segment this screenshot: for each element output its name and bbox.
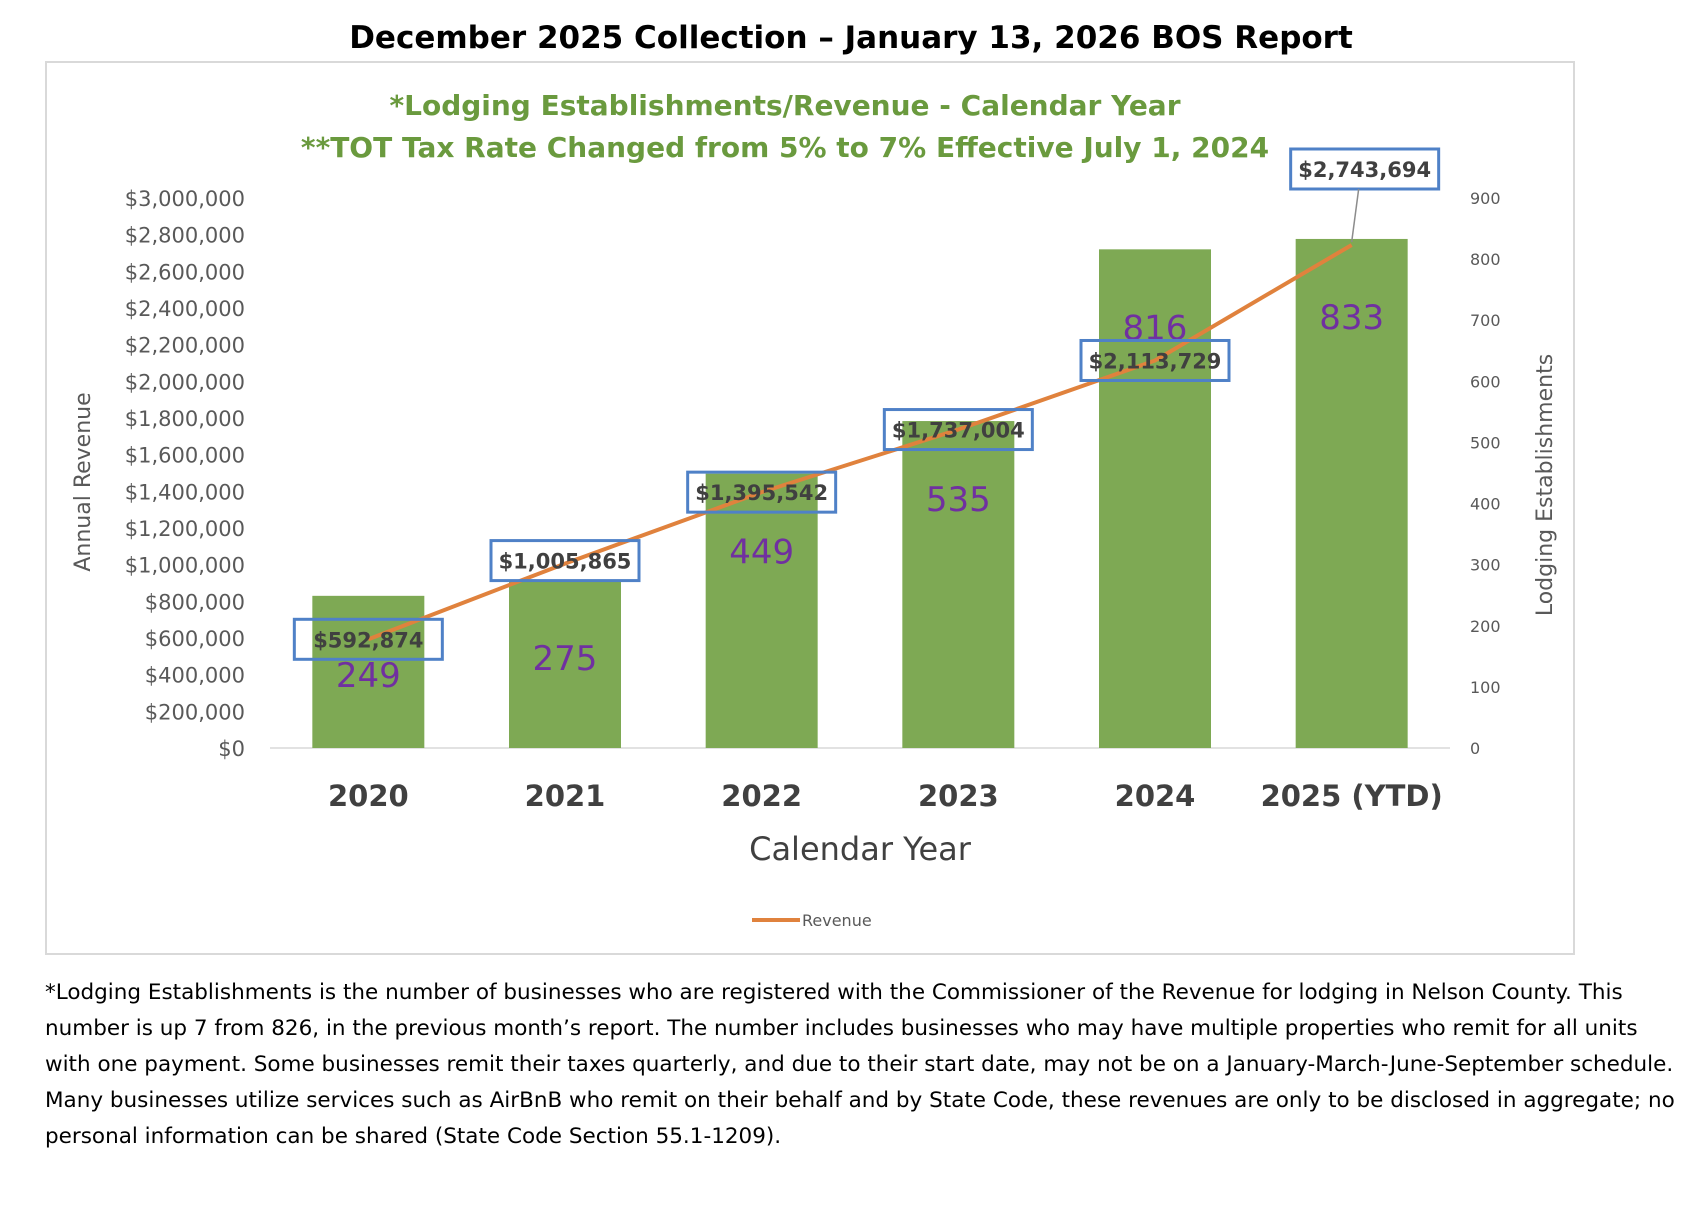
revenue-data-label: $1,005,865 (499, 550, 632, 574)
y-tick-label: $800,000 (145, 590, 245, 614)
x-axis-title: Calendar Year (749, 830, 972, 868)
y-tick-label: $1,800,000 (125, 407, 245, 431)
chart-subtitle: **TOT Tax Rate Changed from 5% to 7% Eff… (301, 131, 1269, 164)
establishments-bar (705, 473, 818, 748)
revenue-data-label-box (1079, 338, 1231, 382)
y2-tick-label: 800 (1470, 250, 1501, 269)
y-axis-title: Annual Revenue (71, 392, 96, 571)
establishments-data-label: 249 (336, 656, 401, 696)
revenue-data-label: $1,395,542 (695, 481, 828, 505)
y2-tick-label: 100 (1470, 678, 1501, 697)
establishments-bar (1295, 238, 1408, 748)
y-tick-label: $1,200,000 (125, 517, 245, 541)
y-tick-label: $1,400,000 (125, 480, 245, 504)
y-tick-label: $600,000 (145, 627, 245, 651)
chart-title: *Lodging Establishments/Revenue - Calend… (389, 89, 1180, 122)
revenue-data-label-leader (1350, 188, 1360, 243)
y-tick-label: $2,600,000 (125, 260, 245, 284)
revenue-data-label: $592,874 (313, 628, 423, 652)
y-tick-label: $2,200,000 (125, 334, 245, 358)
revenue-data-label-box (686, 470, 838, 514)
y-tick-label: $200,000 (145, 700, 245, 724)
y-tick-label: $2,800,000 (125, 224, 245, 248)
revenue-data-label: $1,737,004 (892, 419, 1025, 443)
y2-tick-label: 500 (1470, 433, 1501, 452)
revenue-data-label-box (292, 617, 444, 661)
establishments-data-label: 535 (926, 480, 991, 520)
revenue-data-label-box (882, 408, 1034, 452)
footnote: *Lodging Establishments is the number of… (45, 980, 1675, 1149)
x-tick-label: 2022 (721, 779, 802, 813)
y-tick-label: $2,000,000 (125, 370, 245, 394)
plot-area: $0 $200,000 $400,000 $600,000 $800,000 $1,000… (125, 147, 1501, 813)
revenue-data-label-box (489, 539, 641, 583)
y2-tick-label: 200 (1470, 617, 1501, 636)
revenue-establishments-chart: *Lodging Establishments/Revenue - Calend… (45, 61, 1575, 955)
x-tick-label: 2024 (1115, 779, 1196, 813)
revenue-data-label: $2,743,694 (1298, 158, 1431, 182)
y2-tick-label: 0 (1470, 739, 1480, 758)
revenue-data-label-box (1289, 147, 1441, 191)
y2-tick-label: 600 (1470, 372, 1501, 391)
establishments-data-label: 833 (1319, 298, 1384, 338)
y2-tick-label: 700 (1470, 311, 1501, 330)
establishments-data-label: 275 (533, 639, 598, 679)
y-tick-label: $3,000,000 (125, 187, 245, 211)
x-tick-label: 2021 (525, 779, 606, 813)
establishments-bar (1099, 249, 1211, 749)
establishments-bar (509, 579, 621, 748)
y2-tick-label: 400 (1470, 495, 1501, 514)
revenue-data-label: $2,113,729 (1089, 349, 1222, 373)
y-tick-label: $2,400,000 (125, 297, 245, 321)
x-tick-label: 2025 (YTD) (1261, 779, 1443, 813)
establishments-data-label: 816 (1123, 308, 1188, 348)
x-tick-label: 2020 (328, 779, 409, 813)
report-title: December 2025 Collection – January 13, 2… (349, 20, 1353, 56)
y-tick-label: $1,600,000 (125, 444, 245, 468)
y2-tick-label: 900 (1470, 189, 1501, 208)
establishments-bar (312, 595, 425, 748)
y-tick-label: $0 (218, 737, 245, 761)
y-tick-label: $1,000,000 (125, 554, 245, 578)
y2-tick-label: 300 (1470, 556, 1501, 575)
establishments-data-label: 449 (729, 533, 794, 573)
y2-axis-title: Lodging Establishments (1533, 354, 1558, 616)
legend-revenue-label: Revenue (802, 911, 872, 930)
x-tick-label: 2023 (918, 779, 999, 813)
establishments-bar (902, 421, 1015, 748)
y-tick-label: $400,000 (145, 664, 245, 688)
